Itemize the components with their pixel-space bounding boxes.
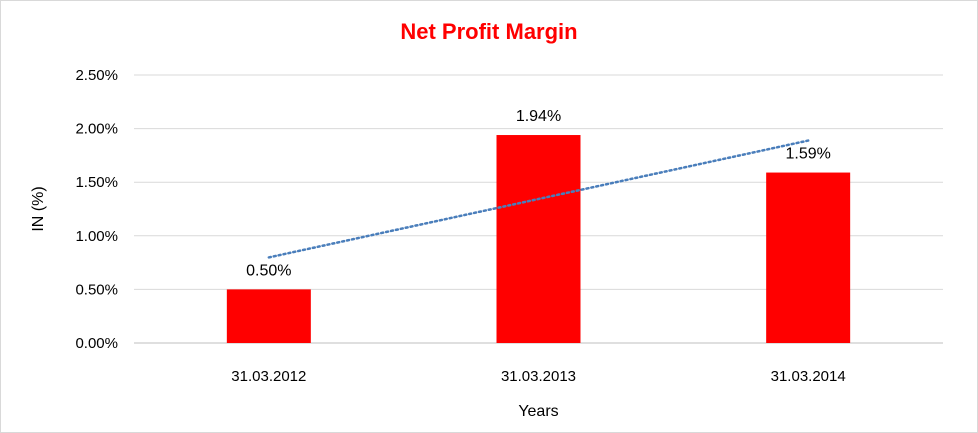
y-tick-label: 0.50% (75, 281, 118, 298)
data-label: 1.59% (785, 146, 830, 163)
data-label: 0.50% (246, 262, 291, 279)
y-axis-title: IN (%) (30, 186, 47, 231)
data-labels: 0.50% 1.94% 1.59% (246, 108, 831, 279)
trendline-group (267, 139, 810, 259)
trendline (267, 139, 810, 259)
y-tick-labels: 0.00% 0.50% 1.00% 1.50% 2.00% 2.50% (75, 67, 118, 352)
x-tick-label: 31.03.2012 (231, 368, 306, 385)
y-tick-label: 0.00% (75, 335, 118, 352)
x-tick-label: 31.03.2014 (771, 368, 846, 385)
bar (766, 172, 851, 343)
bar (496, 135, 581, 343)
x-axis-title: Years (518, 403, 558, 420)
x-tick-label: 31.03.2013 (501, 368, 576, 385)
y-tick-label: 1.50% (75, 174, 118, 191)
x-tick-labels: 31.03.2012 31.03.2013 31.03.2014 (231, 368, 845, 385)
bar (226, 289, 311, 343)
chart-title: Net Profit Margin (400, 19, 578, 44)
y-tick-label: 2.00% (75, 121, 118, 138)
y-tick-label: 2.50% (75, 67, 118, 84)
bars (226, 135, 851, 343)
y-tick-label: 1.00% (75, 228, 118, 245)
data-label: 1.94% (516, 108, 561, 125)
